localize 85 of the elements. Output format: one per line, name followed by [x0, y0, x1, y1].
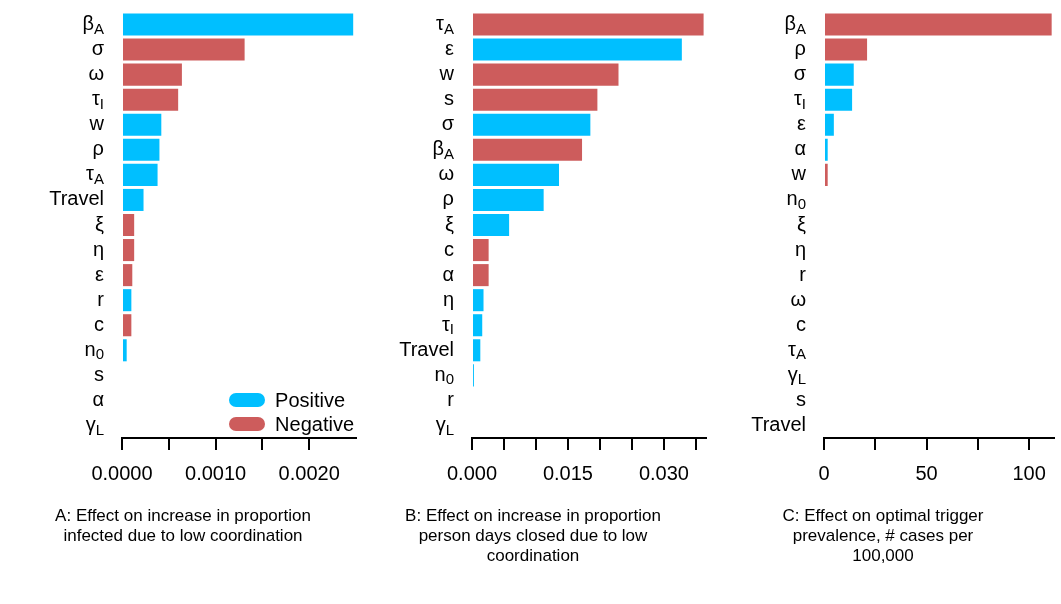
- y-tick-label: σ: [441, 112, 455, 135]
- y-tick-label: s: [444, 87, 454, 110]
- bar: [473, 138, 583, 161]
- y-tick-label: Travel: [399, 337, 454, 360]
- bar: [123, 314, 132, 337]
- x-tick-label: 50: [915, 461, 938, 484]
- y-tick-label: ξ: [445, 212, 455, 235]
- y-tick-label: α: [92, 387, 104, 410]
- x-tick-label: 0.015: [542, 461, 593, 484]
- bar: [825, 38, 868, 61]
- y-tick-label: η: [442, 287, 454, 310]
- y-tick-label: r: [97, 287, 105, 310]
- bar: [123, 339, 127, 362]
- y-tick-label: ω: [88, 62, 105, 85]
- bar: [825, 63, 854, 86]
- y-tick-label: s: [94, 362, 104, 385]
- y-tick-label: ξ: [797, 212, 807, 235]
- bar: [473, 213, 510, 237]
- x-tick-label: 0.030: [638, 461, 689, 484]
- x-axis-title: A: Effect on increase in proportion infected due to low coordination: [54, 506, 312, 546]
- bar: [473, 13, 704, 36]
- y-tick-label: Travel: [49, 187, 104, 210]
- y-tick-label: ω: [790, 287, 807, 310]
- bar: [473, 339, 481, 362]
- x-tick-label: 0.0010: [185, 461, 247, 484]
- bar: [123, 88, 179, 111]
- bar: [123, 38, 245, 61]
- bar: [123, 213, 135, 237]
- x-tick-label: 0: [818, 461, 830, 484]
- y-tick-label: α: [794, 137, 806, 160]
- bar: [123, 63, 182, 86]
- y-tick-label: σ: [793, 62, 807, 85]
- bar: [123, 188, 144, 211]
- bar: [473, 188, 544, 211]
- bar: [473, 38, 682, 61]
- legend-label: Negative: [275, 412, 354, 436]
- bar: [473, 239, 489, 262]
- x-axis-title: C: Effect on optimal trigger prevalence, # cases per 100,000: [781, 506, 985, 566]
- y-tick-label: w: [438, 62, 455, 85]
- y-tick-label: α: [442, 262, 454, 285]
- y-tick-label: ρ: [794, 37, 807, 60]
- y-tick-label: r: [447, 387, 455, 410]
- x-tick-label: 0.0000: [91, 461, 153, 484]
- x-axis-title: B: Effect on increase in proportion person days closed due to low coordination: [404, 506, 662, 566]
- legend-label: Positive: [275, 388, 346, 412]
- y-tick-label: c: [796, 312, 806, 335]
- bar: [473, 314, 483, 337]
- bar: [123, 138, 160, 161]
- y-tick-label: σ: [91, 37, 105, 60]
- y-tick-label: ξ: [95, 212, 105, 235]
- y-tick-label: c: [444, 237, 454, 260]
- bar: [123, 13, 354, 36]
- bar: [473, 63, 619, 86]
- y-tick-label: s: [796, 387, 806, 410]
- bar: [473, 88, 598, 111]
- bar: [123, 289, 132, 312]
- y-tick-label: r: [799, 262, 807, 285]
- bar: [825, 163, 828, 186]
- y-tick-label: ε: [797, 112, 807, 135]
- y-tick-label: η: [794, 237, 806, 260]
- bar: [123, 239, 135, 262]
- bar: [473, 163, 560, 186]
- bar: [123, 163, 158, 186]
- y-tick-label: ε: [445, 37, 455, 60]
- bar: [825, 138, 828, 161]
- bar: [473, 264, 489, 287]
- y-tick-label: Travel: [751, 412, 806, 435]
- y-tick-label: ρ: [92, 137, 105, 160]
- y-tick-label: ε: [95, 262, 105, 285]
- y-tick-label: ρ: [442, 187, 455, 210]
- y-tick-label: w: [88, 112, 105, 135]
- y-tick-label: ω: [438, 162, 455, 185]
- bar: [825, 113, 834, 136]
- x-tick-label: 100: [1012, 461, 1046, 484]
- bar: [825, 88, 853, 111]
- bar: [825, 13, 1052, 36]
- bar: [473, 113, 591, 136]
- y-tick-label: c: [94, 312, 104, 335]
- bar: [473, 289, 484, 312]
- x-tick-label: 0.0020: [278, 461, 340, 484]
- x-tick-label: 0.000: [446, 461, 498, 484]
- bar: [123, 113, 162, 136]
- bar: [123, 264, 133, 287]
- y-tick-label: η: [92, 237, 104, 260]
- y-tick-label: w: [790, 162, 807, 185]
